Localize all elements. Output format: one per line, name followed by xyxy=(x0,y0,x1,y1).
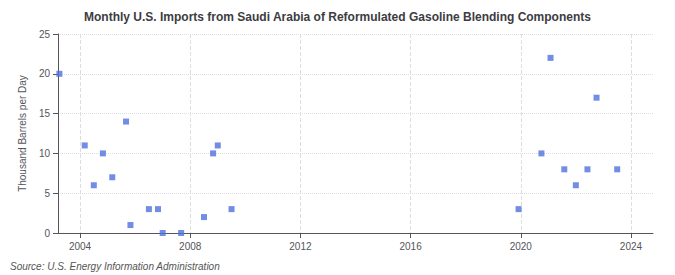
svg-text:20: 20 xyxy=(39,68,51,79)
svg-text:2016: 2016 xyxy=(399,241,422,252)
svg-text:Source: U.S. Energy Informatio: Source: U.S. Energy Information Administ… xyxy=(10,261,220,272)
svg-text:2020: 2020 xyxy=(510,241,533,252)
svg-text:2024: 2024 xyxy=(620,241,643,252)
svg-text:0: 0 xyxy=(44,228,50,239)
svg-text:2012: 2012 xyxy=(289,241,312,252)
svg-text:10: 10 xyxy=(39,148,51,159)
svg-text:2004: 2004 xyxy=(69,241,92,252)
svg-text:15: 15 xyxy=(39,108,51,119)
svg-text:25: 25 xyxy=(39,29,51,40)
svg-text:Thousand Barrels per Day: Thousand Barrels per Day xyxy=(17,75,28,192)
svg-text:2008: 2008 xyxy=(179,241,202,252)
svg-text:Monthly U.S. Imports from Saud: Monthly U.S. Imports from Saudi Arabia o… xyxy=(84,10,591,24)
svg-text:5: 5 xyxy=(44,188,50,199)
